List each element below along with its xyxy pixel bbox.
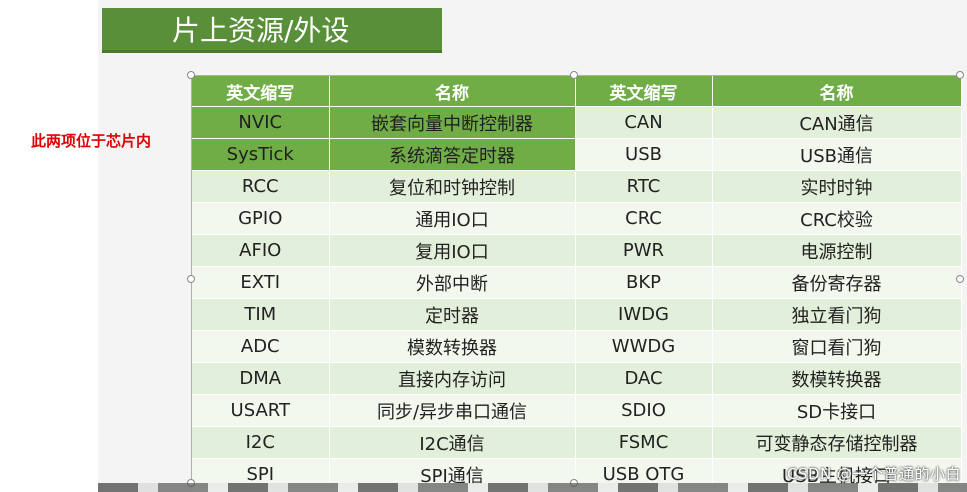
cell-abbr-left: I2C	[192, 426, 330, 459]
table-header-row: 英文缩写 名称 英文缩写 名称	[192, 76, 962, 107]
slide-title: 片上资源/外设	[102, 8, 442, 53]
cell-name-right: SD卡接口	[712, 394, 962, 427]
cell-abbr-right: CRC	[575, 202, 713, 235]
cell-name-right: 窗口看门狗	[712, 330, 962, 363]
cell-name-left: I2C通信	[329, 426, 576, 459]
cell-abbr-left: EXTI	[192, 266, 330, 299]
cell-abbr-right: CAN	[575, 106, 713, 139]
resize-handle-middle-right[interactable]	[956, 275, 964, 283]
cell-name-right: 备份寄存器	[712, 266, 962, 299]
table-row: GPIO 通用IO口 CRC CRC校验	[192, 202, 962, 235]
cell-name-left: 模数转换器	[329, 330, 576, 363]
cell-abbr-left: AFIO	[192, 234, 330, 267]
header-name-2: 名称	[712, 76, 962, 107]
resize-handle-top-left[interactable]	[187, 71, 195, 79]
resize-handle-top-middle[interactable]	[570, 71, 578, 79]
table-row: USART 同步/异步串口通信 SDIO SD卡接口	[192, 394, 962, 427]
cell-abbr-left: SysTick	[192, 138, 330, 171]
cell-name-left: 嵌套向量中断控制器	[329, 106, 576, 139]
header-name-1: 名称	[329, 76, 576, 107]
cell-name-left: 复用IO口	[329, 234, 576, 267]
cell-abbr-right: PWR	[575, 234, 713, 267]
cell-abbr-left: USART	[192, 394, 330, 427]
peripherals-table-frame[interactable]: 英文缩写 名称 英文缩写 名称 NVIC 嵌套向量中断控制器 CAN CAN通信 Sys…	[191, 75, 962, 491]
cell-name-right: 可变静态存储控制器	[712, 426, 962, 459]
resize-handle-top-right[interactable]	[956, 71, 964, 79]
cell-name-left: 通用IO口	[329, 202, 576, 235]
cell-abbr-left: DMA	[192, 362, 330, 395]
cell-name-left: 系统滴答定时器	[329, 138, 576, 171]
side-annotation: 此两项位于芯片内	[31, 132, 152, 150]
cell-abbr-left: NVIC	[192, 106, 330, 139]
cell-name-left: 定时器	[329, 298, 576, 331]
cell-name-left: 外部中断	[329, 266, 576, 299]
cell-name-left: 复位和时钟控制	[329, 170, 576, 203]
table-row: SysTick 系统滴答定时器 USB USB通信	[192, 138, 962, 171]
cell-name-left: 同步/异步串口通信	[329, 394, 576, 427]
peripherals-table: 英文缩写 名称 英文缩写 名称 NVIC 嵌套向量中断控制器 CAN CAN通信 Sys…	[192, 76, 962, 491]
cell-name-right: 数模转换器	[712, 362, 962, 395]
cell-name-right: CRC校验	[712, 202, 962, 235]
cell-abbr-right: BKP	[575, 266, 713, 299]
cell-abbr-left: GPIO	[192, 202, 330, 235]
cell-abbr-right: SDIO	[575, 394, 713, 427]
resize-handle-middle-left[interactable]	[187, 275, 195, 283]
cell-abbr-left: RCC	[192, 170, 330, 203]
cell-abbr-left: TIM	[192, 298, 330, 331]
cell-name-right: 电源控制	[712, 234, 962, 267]
table-row: NVIC 嵌套向量中断控制器 CAN CAN通信	[192, 106, 962, 139]
table-row: EXTI 外部中断 BKP 备份寄存器	[192, 266, 962, 299]
table-row: TIM 定时器 IWDG 独立看门狗	[192, 298, 962, 331]
cell-name-right: 实时时钟	[712, 170, 962, 203]
cell-abbr-right: FSMC	[575, 426, 713, 459]
cell-abbr-left: ADC	[192, 330, 330, 363]
cell-abbr-right: WWDG	[575, 330, 713, 363]
table-row: DMA 直接内存访问 DAC 数模转换器	[192, 362, 962, 395]
cell-abbr-right: DAC	[575, 362, 713, 395]
cell-name-right: CAN通信	[712, 106, 962, 139]
cell-name-left: 直接内存访问	[329, 362, 576, 395]
watermark: CSDN @一个普通的小白	[786, 465, 961, 483]
bottom-edge	[98, 483, 967, 492]
cell-name-right: USB通信	[712, 138, 962, 171]
header-abbr-1: 英文缩写	[192, 76, 330, 107]
header-abbr-2: 英文缩写	[575, 76, 713, 107]
cell-abbr-right: RTC	[575, 170, 713, 203]
table-row: ADC 模数转换器 WWDG 窗口看门狗	[192, 330, 962, 363]
left-margin	[0, 0, 98, 492]
table-row: I2C I2C通信 FSMC 可变静态存储控制器	[192, 426, 962, 459]
cell-abbr-right: IWDG	[575, 298, 713, 331]
table-body: NVIC 嵌套向量中断控制器 CAN CAN通信 SysTick 系统滴答定时器 USB US…	[192, 106, 962, 491]
table-row: AFIO 复用IO口 PWR 电源控制	[192, 234, 962, 267]
cell-name-right: 独立看门狗	[712, 298, 962, 331]
cell-abbr-right: USB	[575, 138, 713, 171]
table-row: RCC 复位和时钟控制 RTC 实时时钟	[192, 170, 962, 203]
